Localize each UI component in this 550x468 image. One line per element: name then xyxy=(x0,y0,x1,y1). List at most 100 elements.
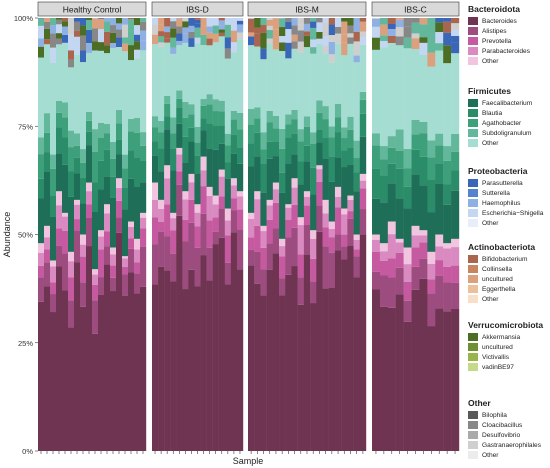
bar-segment xyxy=(322,213,329,228)
bar-segment xyxy=(322,288,329,451)
bar-segment xyxy=(272,228,280,254)
bar-segment xyxy=(194,37,201,44)
bar-segment xyxy=(303,254,311,451)
bar-segment xyxy=(372,251,381,272)
bar-segment xyxy=(194,27,201,38)
bar-segment xyxy=(38,243,45,253)
sample-bar xyxy=(50,18,57,451)
bar-segment xyxy=(451,170,460,191)
legend-label: vadinBE97 xyxy=(482,363,514,371)
bar-segment xyxy=(224,133,232,146)
bar-segment xyxy=(285,114,292,125)
bar-segment xyxy=(230,153,238,179)
legend-item: Other xyxy=(468,56,550,66)
sample-bar xyxy=(291,18,298,451)
bar-segment xyxy=(206,220,213,248)
legend-label: Parabacteroides xyxy=(482,47,531,55)
bar-segment xyxy=(328,228,336,238)
bar-segment xyxy=(188,182,195,200)
bar-segment xyxy=(411,38,420,49)
bar-segment xyxy=(353,62,360,141)
legend-label: Escherichia−Shigella xyxy=(482,209,544,217)
bar-segment xyxy=(387,147,396,164)
bar-segment xyxy=(38,25,45,39)
bar-segment xyxy=(248,18,255,19)
bar-segment xyxy=(248,124,255,144)
bar-segment xyxy=(116,200,123,218)
bar-segment xyxy=(387,221,396,235)
sample-bar xyxy=(212,18,219,451)
legend-swatch xyxy=(468,333,478,341)
legend-item: Blautia xyxy=(468,108,550,118)
bar-segment xyxy=(419,18,428,25)
bar-segment xyxy=(443,311,452,451)
bar-segment xyxy=(266,158,274,200)
bar-segment xyxy=(188,25,195,32)
sample-bar xyxy=(435,18,444,451)
bar-segment xyxy=(328,24,336,36)
bar-segment xyxy=(170,47,177,54)
bar-segment xyxy=(285,42,292,59)
sample-bar xyxy=(359,18,367,451)
legend-item: Haemophilus xyxy=(468,198,550,208)
bar-segment xyxy=(451,265,460,283)
bar-segment xyxy=(303,145,311,162)
bar-segment xyxy=(347,116,354,130)
bar-segment xyxy=(182,163,189,192)
bar-segment xyxy=(128,248,135,273)
y-tick-label: 25% xyxy=(18,339,33,348)
bar-segment xyxy=(297,53,305,130)
bar-segment xyxy=(248,45,255,109)
bar-segment xyxy=(128,131,135,151)
bar-segment xyxy=(379,260,389,276)
bar-segment xyxy=(38,252,45,266)
bar-segment xyxy=(110,47,117,142)
sample-bar xyxy=(176,18,183,451)
bar-segment xyxy=(92,129,99,152)
bar-segment xyxy=(182,101,189,118)
bar-segment xyxy=(110,247,117,255)
bar-segment xyxy=(68,196,75,252)
legend-swatch xyxy=(468,441,478,449)
bar-segment xyxy=(50,195,57,217)
legend-label: Bacteroides xyxy=(482,17,517,25)
bar-segment xyxy=(395,45,404,130)
bar-segment xyxy=(451,190,460,239)
bar-segment xyxy=(44,249,51,263)
bar-segment xyxy=(62,26,69,35)
bar-segment xyxy=(62,212,69,217)
bar-segment xyxy=(200,18,207,27)
bar-segment xyxy=(140,217,147,229)
bar-segment xyxy=(122,274,129,296)
bar-segment xyxy=(50,266,57,283)
bar-segment xyxy=(285,204,292,208)
bar-segment xyxy=(68,50,75,60)
bar-segment xyxy=(403,37,412,49)
bar-segment xyxy=(451,247,460,266)
bar-segment xyxy=(316,231,323,451)
bar-segment xyxy=(379,202,389,244)
bar-segment xyxy=(419,55,428,122)
bar-segment xyxy=(224,162,232,179)
bar-segment xyxy=(122,258,129,267)
bar-segment xyxy=(341,167,348,209)
bar-segment xyxy=(334,234,342,251)
bar-segment xyxy=(260,163,267,193)
bar-segment xyxy=(122,43,129,52)
bar-segment xyxy=(80,282,87,307)
bar-segment xyxy=(182,289,189,451)
bar-segment xyxy=(122,209,129,257)
bar-segment xyxy=(279,192,286,239)
bar-segment xyxy=(236,112,244,130)
bar-segment xyxy=(140,182,147,213)
bar-segment xyxy=(291,109,298,120)
bar-segment xyxy=(297,184,305,218)
bar-segment xyxy=(164,42,171,96)
legend-item: Other xyxy=(468,294,550,304)
sample-bar xyxy=(170,18,177,451)
bar-segment xyxy=(128,178,135,222)
bar-segment xyxy=(56,19,63,25)
sample-bar xyxy=(104,18,111,451)
bar-segment xyxy=(38,57,45,138)
y-tick-label: 50% xyxy=(18,231,33,240)
